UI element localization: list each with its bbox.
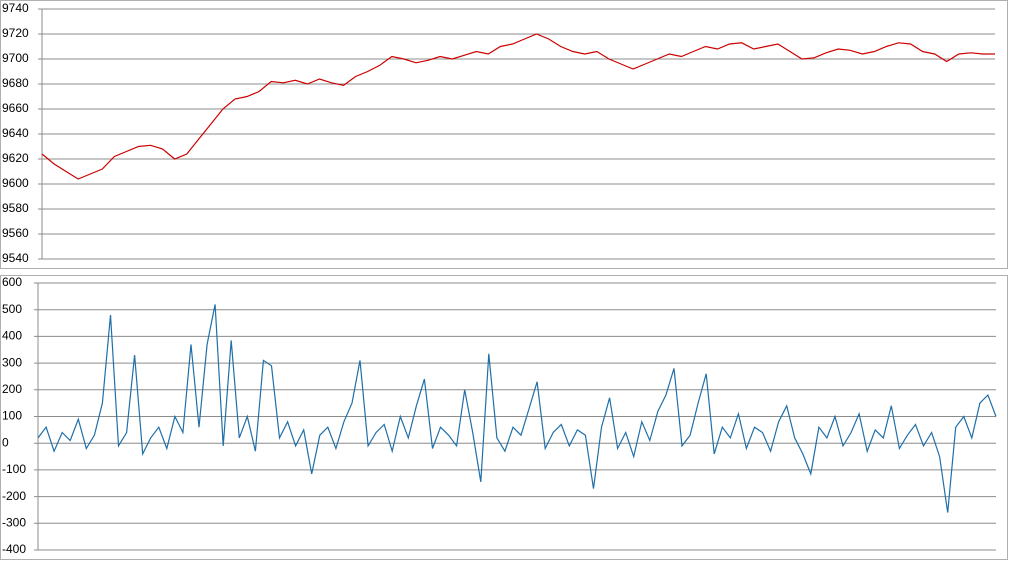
y-tick-label: 9580 xyxy=(2,201,29,215)
data-line xyxy=(41,33,995,180)
y-tick-label: 400 xyxy=(2,329,22,343)
y-tick-label: -200 xyxy=(2,489,26,503)
y-tick-label: 500 xyxy=(2,302,22,316)
y-tick-label: 9740 xyxy=(2,1,29,15)
y-tick-label: -100 xyxy=(2,462,26,476)
y-tick-label: 9620 xyxy=(2,151,29,165)
y-tick-label: 9660 xyxy=(2,101,29,115)
y-tick-label: 9540 xyxy=(2,251,29,265)
y-tick-label: 9720 xyxy=(2,26,29,40)
y-tick-label: 9600 xyxy=(2,176,29,190)
y-tick-label: -300 xyxy=(2,515,26,529)
chart-frame xyxy=(0,275,1008,560)
y-tick-label: 9700 xyxy=(2,51,29,65)
y-tick-label: 9560 xyxy=(2,226,29,240)
y-tick-label: 600 xyxy=(2,275,22,289)
y-tick-label: -400 xyxy=(2,542,26,556)
data-line xyxy=(37,304,997,513)
y-tick-label: 0 xyxy=(2,435,9,449)
y-tick-label: 9640 xyxy=(2,126,29,140)
y-tick-label: 300 xyxy=(2,355,22,369)
y-tick-label: 100 xyxy=(2,409,22,423)
chart-frame xyxy=(0,0,1008,269)
y-tick-label: 9680 xyxy=(2,76,29,90)
y-tick-label: 200 xyxy=(2,382,22,396)
